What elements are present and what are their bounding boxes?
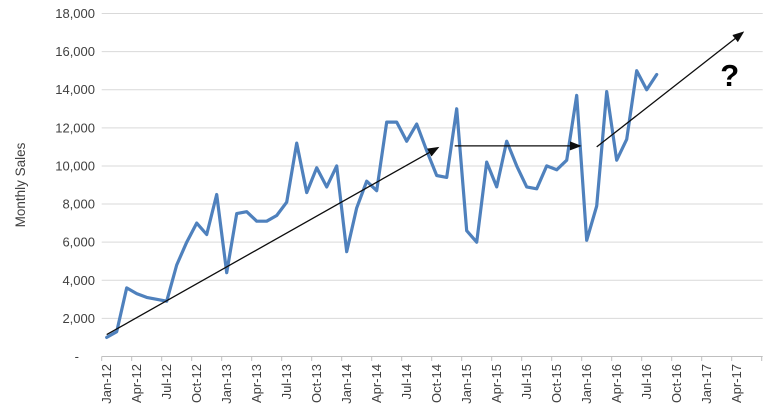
trend-arrow-projected-trend-2016-2017: [596, 31, 745, 148]
y-tick-label: -: [75, 349, 79, 364]
x-tick-label: Apr-15: [489, 364, 504, 403]
x-tick-label: Jul-12: [159, 364, 174, 399]
x-tick-label: Jul-15: [519, 364, 534, 399]
y-tick-label: 10,000: [55, 158, 95, 173]
x-tick-label: Apr-12: [129, 364, 144, 403]
x-tick-label: Jan-16: [579, 364, 594, 404]
y-tick-label: 16,000: [55, 44, 95, 59]
x-tick-label: Jul-14: [399, 364, 414, 399]
x-tick-label: Oct-12: [189, 364, 204, 403]
x-tick-label: Jul-13: [279, 364, 294, 399]
x-tick-label: Oct-13: [309, 364, 324, 403]
y-tick-label: 2,000: [62, 311, 95, 326]
y-tick-label: 12,000: [55, 120, 95, 135]
x-tick-label: Jan-17: [699, 364, 714, 404]
x-tick-label: Apr-13: [249, 364, 264, 403]
x-tick-label: Oct-14: [429, 364, 444, 403]
y-tick-label: 4,000: [62, 273, 95, 288]
x-tick-label: Apr-16: [609, 364, 624, 403]
trend-arrow-rising-trend-2012-2014: [106, 146, 440, 336]
x-tick-label: Jan-12: [99, 364, 114, 404]
x-tick-label: Apr-14: [369, 364, 384, 403]
y-tick-label: 14,000: [55, 82, 95, 97]
x-tick-label: Jan-14: [339, 364, 354, 404]
x-tick-label: Oct-16: [669, 364, 684, 403]
y-tick-label: 18,000: [55, 6, 95, 21]
x-tick-label: Apr-17: [729, 364, 744, 403]
y-tick-label: 8,000: [62, 197, 95, 212]
y-tick-label: 6,000: [62, 235, 95, 250]
x-tick-label: Oct-15: [549, 364, 564, 403]
x-tick-label: Jul-16: [639, 364, 654, 399]
y-axis-title: Monthly Sales: [13, 142, 28, 227]
x-tick-label: Jan-13: [219, 364, 234, 404]
sales-series-line: [105, 69, 659, 339]
x-tick-label: Jan-15: [459, 364, 474, 404]
question-mark-label: ?: [720, 58, 739, 93]
